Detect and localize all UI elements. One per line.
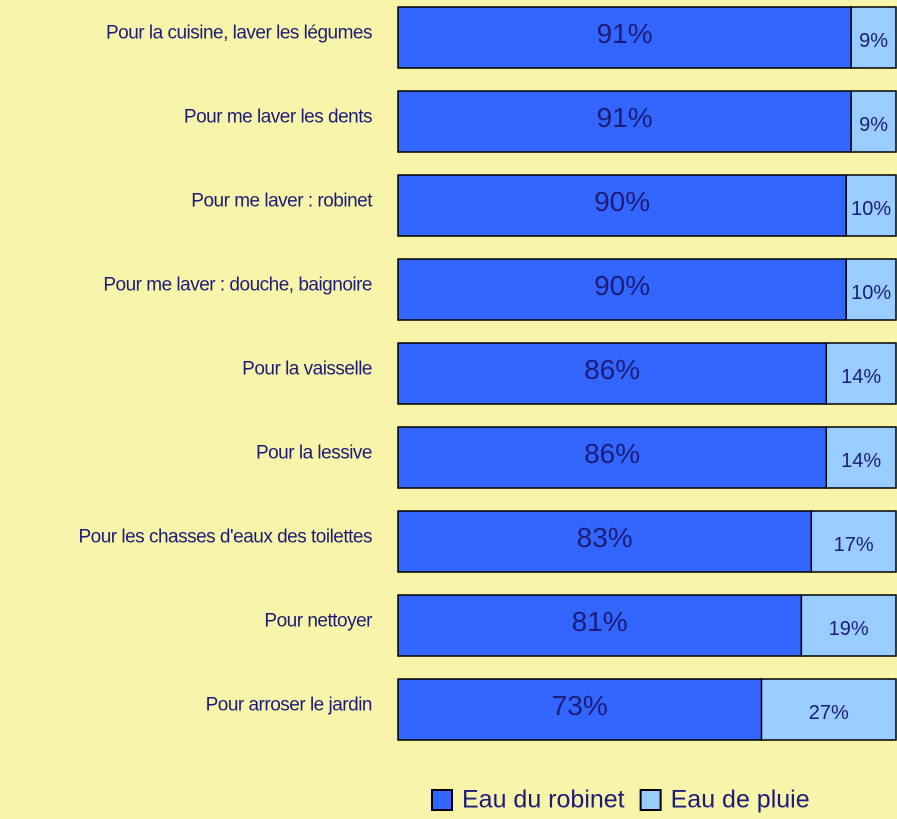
value-label: 19%	[829, 618, 869, 640]
value-label: 86%	[584, 354, 640, 385]
bar-segment	[810, 510, 897, 573]
value-label: 14%	[841, 366, 881, 388]
legend-swatch	[431, 789, 453, 811]
bar-segment	[845, 258, 897, 321]
legend-swatch	[639, 789, 662, 811]
bar-segment	[397, 510, 813, 573]
value-label: 10%	[851, 282, 891, 304]
value-label: 17%	[834, 534, 874, 556]
category-label: Pour les chasses d'eaux des toilettes	[78, 527, 372, 548]
bar-segment	[845, 174, 897, 237]
category-label: Pour la vaisselle	[242, 359, 372, 380]
value-label: 14%	[841, 450, 881, 472]
legend-label: Eau du robinet	[462, 786, 625, 814]
category-label: Pour la lessive	[256, 443, 372, 464]
bar-segment	[397, 342, 828, 405]
value-label: 9%	[859, 30, 888, 52]
bar-segment	[397, 6, 852, 69]
bar-segment	[825, 342, 897, 405]
bar-segment	[850, 6, 897, 69]
value-label: 10%	[851, 198, 891, 220]
value-label: 91%	[597, 102, 653, 133]
value-label: 90%	[594, 270, 650, 301]
value-label: 27%	[809, 702, 849, 724]
value-label: 73%	[552, 690, 608, 721]
category-label: Pour me laver : robinet	[191, 191, 373, 212]
value-label: 91%	[597, 18, 653, 49]
category-label: Pour me laver les dents	[184, 107, 372, 128]
category-label: Pour nettoyer	[264, 611, 373, 632]
bar-segment	[800, 594, 897, 657]
value-label: 86%	[584, 438, 640, 469]
bar-segment	[397, 90, 852, 153]
bar-segment	[825, 426, 897, 489]
bar-segment	[397, 258, 847, 321]
value-label: 9%	[859, 114, 888, 136]
bar-segment	[760, 678, 897, 741]
category-label: Pour me laver : douche, baignoire	[103, 275, 372, 296]
category-label: Pour la cuisine, laver les légumes	[106, 23, 372, 44]
value-label: 83%	[577, 522, 633, 553]
bar-segment	[397, 678, 763, 741]
category-label: Pour arroser le jardin	[206, 695, 372, 716]
value-label: 90%	[594, 186, 650, 217]
value-label: 81%	[572, 606, 628, 637]
bar-segment	[397, 174, 847, 237]
bar-segment	[850, 90, 897, 153]
legend-label: Eau de pluie	[671, 786, 810, 814]
